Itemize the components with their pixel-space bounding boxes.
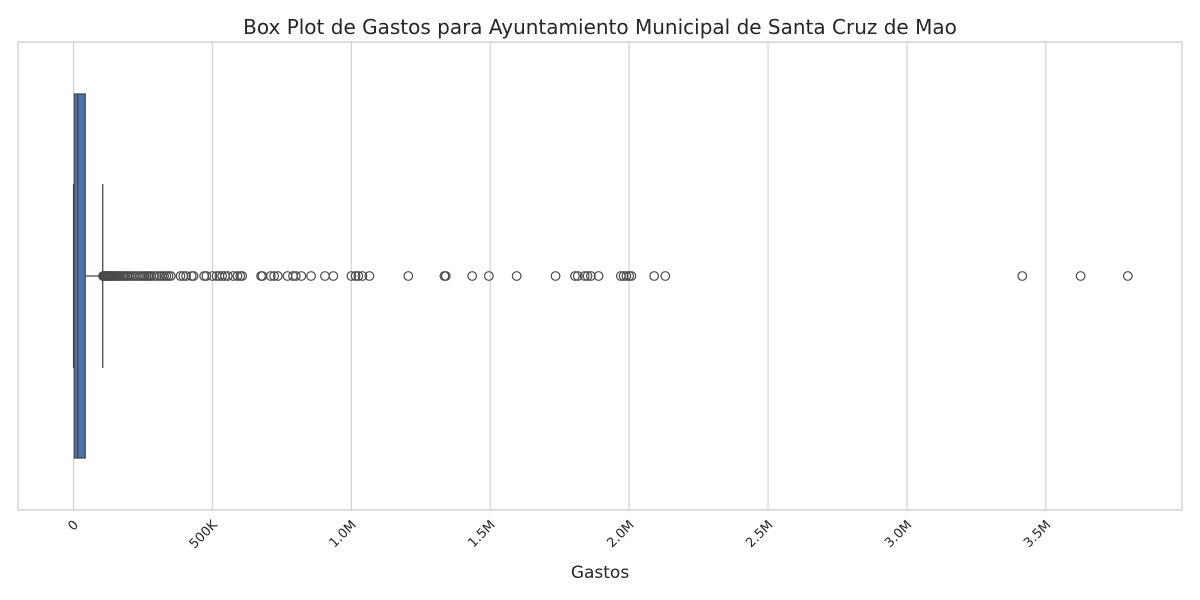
x-tick-label: 2.0M [604, 518, 637, 551]
x-axis-label: Gastos [571, 563, 630, 583]
outlier-point [364, 271, 375, 281]
x-tick-label: 1.5M [465, 518, 498, 551]
outlier-point [201, 271, 212, 281]
outlier-point [582, 271, 593, 281]
outlier-point [265, 271, 276, 281]
outlier-point [188, 271, 199, 281]
outlier-point [290, 271, 301, 281]
outlier-point [217, 271, 228, 281]
outlier-point [353, 271, 364, 281]
outlier-point [585, 271, 596, 281]
x-tick-label: 0 [65, 518, 81, 534]
outlier-point [152, 271, 162, 281]
outlier-point [649, 271, 660, 281]
outlier-point [660, 271, 671, 281]
box-plot-marks [72, 93, 1133, 459]
outlier-point [175, 271, 186, 281]
outlier-point [618, 271, 629, 281]
x-tick-labels: 0 500K 1.0M 1.5M 2.0M 2.5M 3.0M 3.5M [65, 517, 1054, 552]
outlier-point [165, 271, 176, 281]
outlier-point [570, 271, 580, 281]
x-tick-label: 3.5M [1021, 518, 1054, 551]
x-tick-label: 2.5M [743, 518, 776, 551]
outlier-point [232, 271, 243, 281]
outlier-point [440, 271, 451, 281]
outlier-point [1122, 271, 1133, 281]
outlier-point [296, 271, 307, 281]
outlier-point [483, 271, 494, 281]
x-tick-label: 500K [187, 517, 222, 552]
outlier-point [1075, 271, 1086, 281]
outlier-point [403, 271, 414, 281]
outlier-point [467, 271, 478, 281]
outlier-point [272, 271, 283, 281]
x-tick-label: 1.0M [327, 518, 360, 551]
outlier-point [186, 271, 197, 281]
outlier-point [207, 271, 218, 281]
x-tick-label: 3.0M [882, 518, 915, 551]
iqr-box [73, 93, 86, 459]
outlier-point [572, 271, 583, 281]
outlier-point [181, 271, 191, 281]
chart-title: Box Plot de Gastos para Ayuntamiento Mun… [243, 15, 957, 39]
outlier-point [320, 271, 330, 281]
plot-frame [17, 41, 1183, 511]
outlier-point [237, 271, 248, 281]
outlier-point [1017, 271, 1028, 281]
outlier-point [306, 271, 316, 281]
outlier-point [511, 271, 522, 281]
outlier-point [550, 271, 561, 281]
outlier-point [222, 271, 233, 281]
outlier-point [350, 271, 361, 281]
outlier-point [626, 271, 637, 281]
outlier-point [269, 271, 280, 281]
outlier-point [328, 271, 339, 281]
outlier-point [149, 271, 160, 281]
outlier-point [621, 271, 632, 281]
outlier-point [346, 271, 357, 281]
outlier-point [593, 271, 604, 281]
outlier-point [579, 271, 590, 281]
outlier-point [357, 271, 368, 281]
